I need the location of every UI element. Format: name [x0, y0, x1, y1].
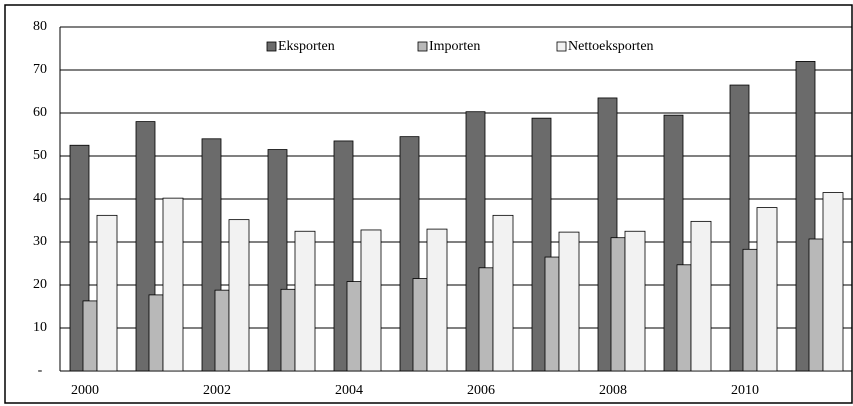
bar — [162, 197, 184, 372]
y-tick-label: 30 — [33, 234, 47, 249]
bar — [96, 214, 118, 372]
bar — [624, 230, 646, 372]
bar — [610, 237, 626, 372]
bar — [822, 192, 844, 372]
x-tick-label: 2002 — [203, 383, 231, 398]
y-tick-label: 40 — [33, 191, 47, 206]
legend-label: Importen — [429, 39, 480, 54]
x-tick-label: 2010 — [731, 383, 759, 398]
x-tick-label: 2008 — [599, 383, 627, 398]
x-tick-label: 2006 — [467, 383, 495, 398]
bar — [412, 278, 428, 372]
legend-swatch — [556, 41, 567, 52]
bar — [808, 238, 824, 372]
bar — [676, 264, 692, 372]
y-tick-label: 10 — [33, 320, 47, 335]
legend-swatch — [417, 41, 428, 52]
legend-label: Nettoeksporten — [568, 39, 654, 54]
y-tick-label: 70 — [33, 62, 47, 77]
bar — [544, 256, 560, 372]
bar — [558, 231, 580, 372]
bar — [148, 294, 164, 372]
x-tick-label: 2004 — [335, 383, 363, 398]
legend-swatch — [266, 41, 277, 52]
bar — [360, 229, 382, 372]
bar — [690, 220, 712, 372]
bar — [228, 219, 250, 372]
bar — [294, 230, 316, 372]
bar — [492, 214, 514, 372]
bar — [742, 248, 758, 372]
bar — [214, 289, 230, 372]
bar — [280, 288, 296, 372]
y-tick-label: 60 — [33, 105, 47, 120]
y-tick-label: - — [38, 363, 43, 378]
bar — [82, 300, 98, 372]
y-tick-label: 80 — [33, 19, 47, 34]
bar — [346, 281, 362, 372]
bar — [426, 228, 448, 372]
legend-label: Eksporten — [278, 39, 335, 54]
x-tick-label: 2000 — [71, 383, 99, 398]
y-tick-label: 20 — [33, 277, 47, 292]
frame — [4, 4, 853, 404]
bar — [756, 207, 778, 372]
y-tick-label: 50 — [33, 148, 47, 163]
bar — [478, 267, 494, 372]
